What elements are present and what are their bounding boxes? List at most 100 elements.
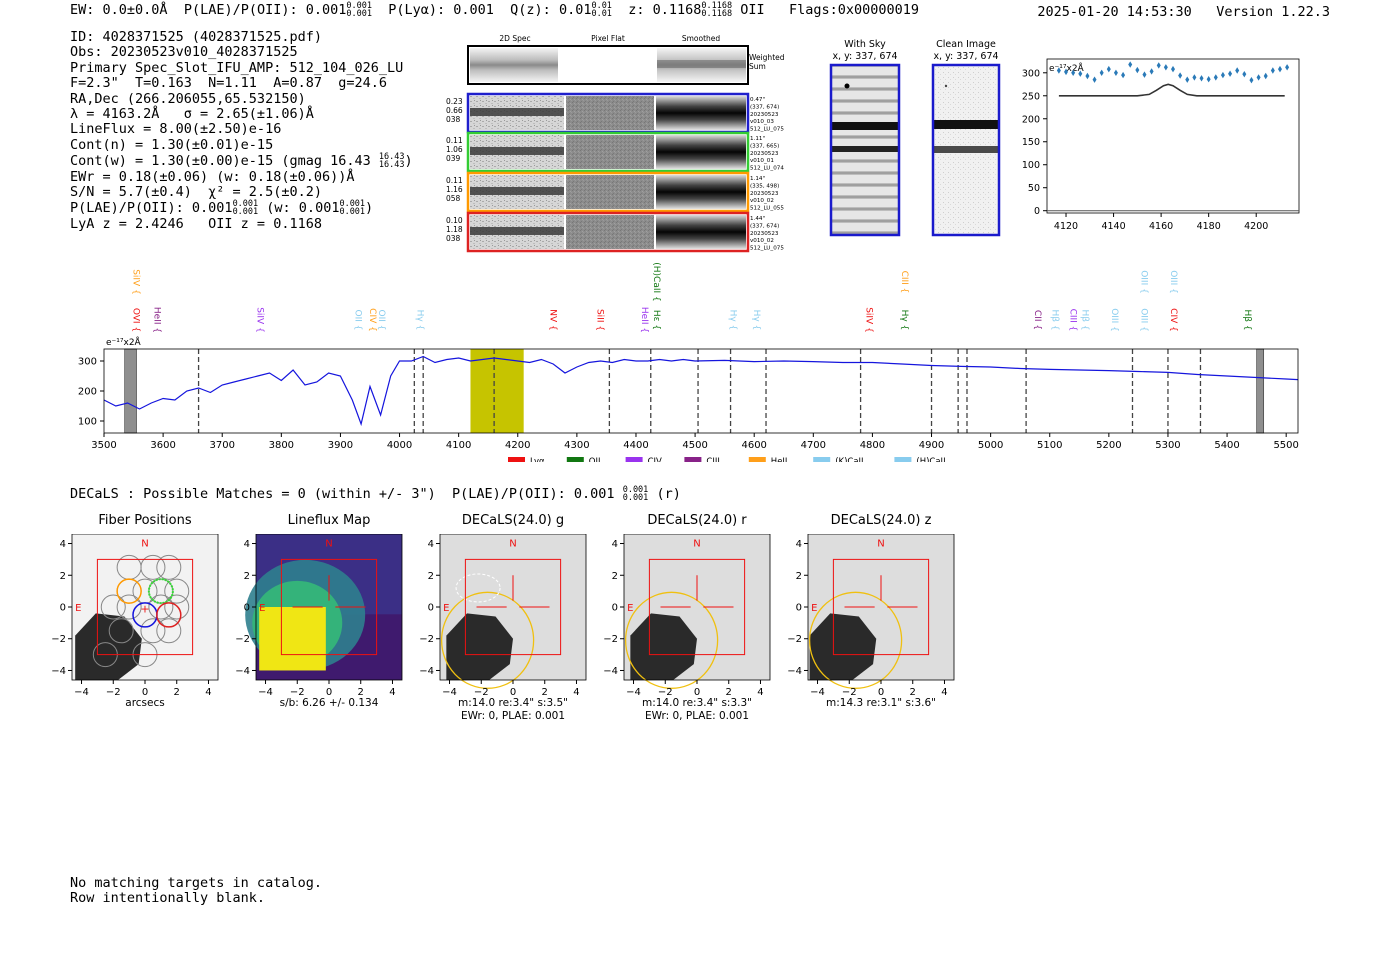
panel-ytick-label: −2 — [51, 634, 66, 645]
spectrum-xtick-label: 4600 — [741, 440, 766, 451]
cutout-flat-image — [566, 175, 654, 209]
east-label: E — [259, 603, 265, 614]
info-cont-n: Cont(n) = 1.30(±0.01)e-15 — [70, 136, 274, 153]
info-sn: S/N = 5.7(±0.4) χ² = 2.5(±0.2) — [70, 184, 322, 201]
panel-ytick-label: 4 — [612, 539, 618, 550]
zoom-data-point — [1285, 64, 1290, 71]
zoom-data-point — [1071, 69, 1076, 76]
panel-xtick-label: 2 — [174, 687, 180, 698]
panel-ytick-label: 0 — [60, 603, 66, 614]
zoom-ytick-label: 150 — [1022, 137, 1040, 148]
fiber-circle — [108, 618, 134, 644]
panel-ytick-label: 2 — [612, 571, 618, 582]
emission-line-label: HeII { — [639, 307, 649, 333]
panel-xtick-label: −4 — [258, 687, 273, 698]
panel-ytick-label: −2 — [787, 634, 802, 645]
aperture-box — [96, 558, 194, 656]
cutout-right-label: 20230523 — [750, 231, 779, 237]
zoom-ytick-label: 100 — [1022, 160, 1040, 171]
emission-line-label: CIV { — [1168, 308, 1178, 332]
east-label: E — [811, 603, 817, 614]
zoom-data-point — [1149, 68, 1154, 75]
fiber-circle — [148, 594, 174, 620]
spectrum-xtick-label: 3600 — [150, 440, 175, 451]
zoom-ytick-label: 200 — [1022, 114, 1040, 125]
header-plae-errors: 0.001 0.001 — [346, 2, 372, 19]
panel-ytick-label: 2 — [60, 571, 66, 582]
emission-line-label: CIII { — [899, 271, 909, 294]
emission-line-label: Hβ { — [1079, 309, 1089, 330]
panel-ytick-label: −2 — [603, 634, 618, 645]
panel-ytick-label: −4 — [603, 666, 618, 677]
zoom-data-point — [1206, 76, 1211, 83]
panel-xtick-label: −2 — [842, 687, 857, 698]
timestamp-version: 2025-01-20 14:53:30 Version 1.22.3 — [1037, 4, 1330, 20]
cutout-right-label: 0.47" — [750, 97, 765, 103]
zoom-data-point — [1256, 74, 1261, 81]
emission-line-label: OII { — [352, 310, 362, 331]
cutout-right-label: (337, 674) — [750, 223, 779, 229]
legend-item: Lyα — [508, 457, 545, 462]
panel-title: Lineflux Map — [287, 513, 371, 528]
emission-line-label: OIII { — [1138, 308, 1148, 332]
header-flags: Flags:0x00000019 — [789, 2, 920, 18]
panel-xtick-label: 0 — [694, 687, 700, 698]
legend-label: Lyα — [530, 457, 545, 462]
info-fit: F=2.3" T=0.163 N=1.11 A=0.87 g=24.6 — [70, 75, 387, 92]
zoom-data-point — [1178, 72, 1183, 79]
header-z-hi: 0.1168 — [701, 1, 733, 11]
zoom-ytick-label: 0 — [1034, 206, 1040, 217]
zoom-data-point — [1099, 69, 1104, 76]
east-label: E — [75, 603, 81, 614]
panel-caption-2: EWr: 0, PLAE: 0.001 — [460, 710, 566, 722]
decals-plae-lo: 0.001 — [622, 493, 649, 503]
lineflux-peak — [259, 607, 326, 671]
sky-panels: With Sky x, y: 337, 674 Clean Image x, y… — [829, 39, 1001, 237]
zoom-data-point — [1171, 65, 1175, 73]
info-primary: Primary Spec_Slot_IFU_AMP: 512_104_026_L… — [70, 59, 404, 76]
panel-ytick-label: −2 — [235, 634, 250, 645]
zoom-data-point — [1128, 61, 1133, 68]
spectrum-ylabel: e⁻¹⁷x2Å — [106, 336, 142, 348]
info-plae-row: P(LAE)/P(OII): 0.0010.001 0.001 (w: 0.001… — [70, 199, 374, 218]
spectrum-xtick-label: 4800 — [860, 440, 885, 451]
spectrum-xtick-label: 4200 — [505, 440, 530, 451]
info-lambda: λ = 4163.2Å σ = 2.65(±1.06)Å — [70, 106, 314, 123]
emission-line-label: OII { — [376, 310, 386, 331]
header-z: z: 0.1168 — [628, 2, 702, 18]
zoom-data-point — [1228, 70, 1233, 77]
emission-line-label: NV { — [547, 309, 557, 330]
panel-ytick-label: 4 — [60, 539, 66, 550]
panel-ytick-label: 2 — [244, 571, 250, 582]
cutout-right-label: 1.44" — [750, 216, 765, 222]
with-sky-image — [829, 63, 901, 237]
decals-plae-hi: 0.001 — [622, 485, 649, 495]
panel-xtick-label: −2 — [106, 687, 121, 698]
zoom-data-point — [1092, 76, 1097, 83]
emission-line-label: SiIV { — [131, 269, 141, 295]
legend-item: (H)CaII — [894, 457, 946, 462]
cutout-right-label: v010_02 — [750, 238, 774, 244]
spectrum-xtick-label: 3700 — [209, 440, 234, 451]
zoom-xtick-label: 4200 — [1244, 221, 1268, 232]
header-z-line: OII — [740, 2, 765, 18]
cutout-right-label: v010_03 — [750, 119, 774, 125]
info-cont-w-hi: 16.43 — [378, 152, 405, 163]
spectrum-xtick-label: 5500 — [1273, 440, 1298, 451]
spectrum-cutouts: 2D Spec Pixel Flat Smoothed Weighted Sum… — [446, 34, 785, 253]
info-plae-lo: 0.001 — [232, 207, 259, 218]
spectrum-xtick-label: 3800 — [269, 440, 294, 451]
info-plae-hi: 0.001 — [232, 199, 259, 210]
clean-image-title: Clean Image — [936, 39, 996, 50]
info-lineflux: LineFlux = 8.00(±2.50)e-16 — [70, 121, 282, 138]
panel-title: Fiber Positions — [98, 513, 192, 528]
panel-xtick-label: −4 — [74, 687, 89, 698]
full-spectrum-chart: e⁻¹⁷x2Å 100 200 300 3500 3600 3700 3800 3900 4000… — [78, 262, 1299, 462]
bright-source — [630, 613, 697, 680]
masked-region — [1256, 348, 1265, 434]
header-plae: P(LAE)/P(OII): 0.001 — [183, 2, 347, 18]
cutout-smoothed-image — [656, 96, 746, 130]
panel-xtick-label: 4 — [389, 687, 395, 698]
